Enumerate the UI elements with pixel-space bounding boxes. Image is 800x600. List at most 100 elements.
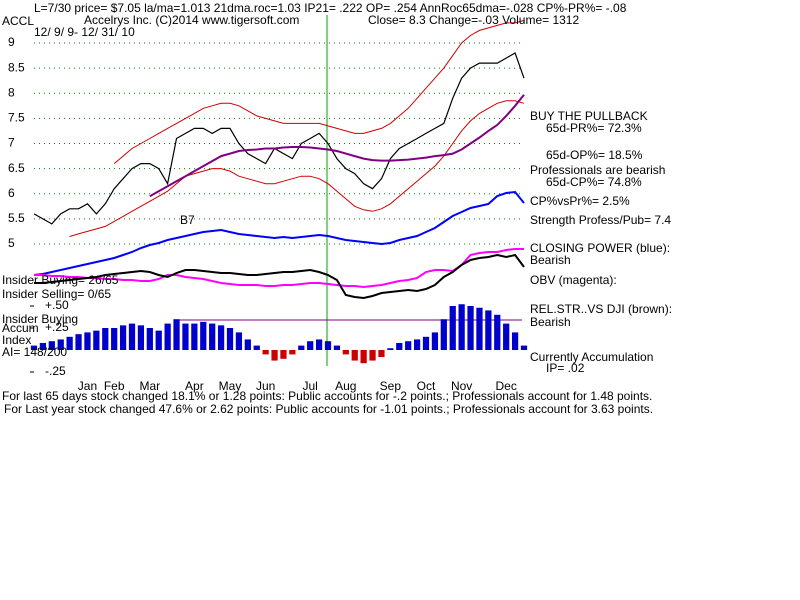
x-tick-label: Oct	[417, 379, 436, 393]
series-line	[34, 248, 524, 289]
note: OBV (magenta):	[530, 273, 617, 287]
x-tick-label: Jan	[78, 379, 97, 393]
date-range: 12/ 9/ 9- 12/ 31/ 10	[34, 25, 135, 39]
accum-bar	[298, 345, 305, 350]
signal: B7	[180, 213, 195, 227]
y-tick-label: 6	[8, 186, 15, 200]
y-tick-label: 7.5	[8, 111, 25, 125]
x-tick-label: Dec	[496, 379, 517, 393]
note: 65d-CP%= 74.8%	[546, 175, 642, 189]
accum-bar	[342, 350, 349, 355]
y-tick-label: 9	[8, 35, 15, 49]
accum-bar	[253, 345, 260, 350]
accum-bar	[369, 350, 376, 361]
y-tick-label: 5	[8, 236, 15, 250]
left-note: Insider Buying	[2, 312, 78, 326]
left-note: Accum	[2, 321, 39, 335]
left-note: Index	[2, 333, 31, 347]
accum-bar	[467, 306, 474, 350]
accum-bar	[503, 323, 510, 350]
note: Currently Accumulation	[530, 350, 653, 364]
accum-bar	[191, 323, 198, 350]
accum-bar	[155, 330, 162, 350]
accum-bar	[30, 345, 38, 350]
y-tick-label: 5.5	[8, 211, 25, 225]
y-tick-label: -.25	[45, 364, 66, 378]
accum-bar	[449, 306, 456, 350]
accum-bar	[75, 334, 82, 350]
accum-bar	[387, 348, 394, 350]
accum-bar	[111, 328, 118, 350]
left-note: AI= 148/200	[2, 345, 67, 359]
accum-bar	[84, 332, 91, 350]
series-line	[69, 100, 525, 237]
y-tick-label: 7	[8, 136, 15, 150]
accum-bar	[520, 345, 528, 350]
accum-bar	[226, 328, 234, 350]
series-line	[149, 94, 525, 198]
accum-bar	[324, 341, 332, 350]
accum-bar	[271, 350, 278, 361]
accum-bar	[307, 341, 314, 350]
accum-bar	[217, 325, 225, 350]
accum-bar	[351, 350, 358, 361]
accum-bar	[244, 339, 251, 350]
x-tick-label: Apr	[185, 379, 204, 393]
note: Bearish	[530, 253, 571, 267]
note: CLOSING POWER (blue):	[530, 241, 670, 255]
y-tick-label: +.25	[45, 320, 69, 334]
note: CP%vsPr%= 2.5%	[530, 194, 630, 208]
accum-bar	[173, 319, 180, 350]
note: Professionals are bearish	[530, 163, 665, 177]
header-line: L=7/30 price= $7.05 la/ma=1.013 21dma.ro…	[34, 1, 627, 15]
accum-bar	[235, 332, 243, 350]
accum-bar	[128, 323, 136, 350]
accum-bar	[39, 342, 47, 350]
series-line	[113, 19, 525, 164]
accum-bar	[48, 341, 55, 350]
y-tick-label: 8.5	[8, 60, 25, 74]
accum-bar	[485, 310, 492, 350]
accum-bar	[458, 304, 465, 350]
note: IP= .02	[546, 361, 585, 375]
accum-bar	[93, 330, 100, 350]
accum-bar	[360, 350, 367, 364]
series-line	[33, 52, 525, 225]
y-tick-label: 8	[8, 85, 15, 99]
accum-bar	[494, 314, 501, 350]
accum-bar	[262, 350, 269, 355]
accum-bar	[333, 345, 341, 350]
accum-bar	[440, 319, 447, 350]
accum-bar	[289, 350, 296, 355]
x-tick-label: Feb	[104, 379, 125, 393]
note: REL.STR..VS DJI (brown):	[530, 302, 672, 316]
accum-bar	[146, 328, 153, 350]
accum-bar	[119, 325, 127, 350]
quote: Close= 8.3 Change=-.03 Volume= 1312	[368, 13, 579, 27]
accum-bar	[413, 339, 421, 350]
accum-bar	[511, 332, 519, 350]
x-tick-label: Aug	[335, 379, 356, 393]
accum-bar	[280, 350, 287, 359]
company: Accelrys Inc. (C)2014 www.tigersoft.com	[84, 13, 299, 27]
left-note: Insider Selling= 0/65	[2, 287, 111, 301]
accum-bar	[396, 342, 403, 350]
x-tick-label: Mar	[139, 379, 160, 393]
x-tick-label: Jun	[256, 379, 275, 393]
accum-bar	[57, 339, 64, 350]
accum-bar	[200, 321, 207, 350]
note: BUY THE PULLBACK	[530, 109, 648, 123]
x-tick-label: Sep	[380, 379, 402, 393]
accum-bar	[378, 350, 385, 358]
marks: 9 8.5 8 7.5 7 6.5 6 5.5 5 Jan Feb Mar Apr May Jun Jul Au…	[8, 19, 528, 393]
note: Strength Profess/Pub= 7.4	[530, 213, 671, 227]
accum-bar	[476, 307, 483, 350]
note: 65d-PR%= 72.3%	[546, 121, 642, 135]
series-line	[33, 190, 525, 276]
accum-bar	[209, 323, 216, 350]
left-note: Insider Buying= 26/65	[2, 273, 119, 287]
accum-bar	[315, 339, 323, 350]
accum-bar	[405, 341, 412, 350]
